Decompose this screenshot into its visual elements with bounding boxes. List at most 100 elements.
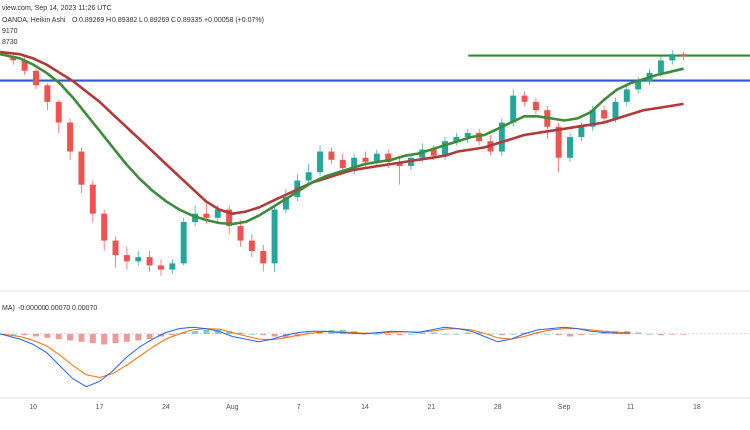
candle-body: [510, 95, 517, 123]
header-low-label: L: [139, 17, 143, 24]
macd-signal-value: 0.00070: [72, 305, 97, 312]
macd-histogram-bar: [33, 333, 39, 337]
x-tick-label: 7: [297, 404, 301, 411]
macd-histogram-bar: [521, 332, 528, 334]
time-axis[interactable]: 10 17 24 Aug 7 14 21 28 Sep 11 18: [29, 404, 701, 411]
candle-body: [248, 240, 255, 251]
candle-body: [498, 122, 505, 152]
macd-signal-line: [0, 328, 631, 378]
x-tick-label: 17: [96, 404, 104, 411]
candle-body: [328, 151, 335, 160]
candle-body: [339, 159, 346, 169]
price-pane: [0, 50, 750, 276]
macd-histogram-bar: [112, 333, 119, 344]
candle-body: [521, 95, 528, 102]
candle-body: [282, 197, 289, 210]
macd-histogram-bar: [67, 333, 74, 341]
macd-histogram-bar: [453, 333, 460, 335]
candle-body: [78, 151, 85, 185]
candle-body: [89, 184, 96, 214]
candle-body: [135, 257, 142, 262]
macd-histogram-bar: [135, 333, 142, 341]
macd-histogram-bar: [396, 333, 403, 336]
candle-body: [55, 101, 62, 123]
candle-body: [532, 101, 539, 111]
macd-histogram-bar: [476, 332, 483, 334]
header-instrument-text: OANDA, Heikin Ashi: [2, 17, 66, 24]
candle-body: [623, 89, 630, 102]
macd-histogram-bar: [578, 333, 585, 336]
x-tick-label: 10: [29, 404, 37, 411]
header-close-label: C: [171, 17, 176, 24]
header-open-value: 0.89269: [79, 17, 104, 24]
macd-histogram-bar: [214, 329, 221, 334]
candle-body: [101, 213, 108, 241]
macd-histogram-bar: [248, 333, 255, 335]
header-open-label: O: [72, 17, 78, 24]
candle-body: [453, 137, 460, 142]
macd-histogram-bar: [589, 333, 596, 335]
candle-body: [10, 56, 17, 61]
macd-histogram-bar: [567, 333, 573, 337]
macd-histogram-bar: [226, 331, 233, 334]
candle-body: [657, 60, 664, 73]
candle-body: [44, 85, 51, 102]
macd-histogram-bar: [555, 333, 562, 336]
macd-histogram-bar: [169, 333, 176, 336]
macd-histogram-bar: [385, 333, 392, 336]
candle-body: [157, 265, 164, 270]
x-tick-label: 18: [693, 404, 701, 411]
macd-line: [0, 326, 631, 388]
candle-body: [635, 81, 642, 90]
macd-histogram-bar: [78, 333, 85, 342]
candle-body: [464, 132, 471, 138]
header-high-label: H: [106, 17, 111, 24]
candle-body: [180, 221, 187, 264]
x-tick-label: 28: [494, 404, 502, 411]
candle-body: [589, 110, 596, 127]
header-ma-fast-value: 9170: [2, 28, 18, 35]
macd-histogram-bar: [657, 333, 664, 336]
ma-fast-line: [0, 52, 684, 226]
candle-body: [226, 209, 233, 227]
macd-histogram-value: -0.00000: [18, 305, 46, 312]
candle-body: [169, 263, 176, 270]
macd-histogram-bar: [510, 333, 517, 335]
candle-body: [385, 153, 392, 162]
header-close-value: 0.89335: [177, 17, 202, 24]
candle-body: [203, 213, 210, 218]
macd-histogram-bar: [271, 333, 278, 337]
candle-body: [317, 151, 324, 173]
macd-histogram-bar: [373, 333, 380, 335]
macd-histogram-bar: [203, 329, 210, 334]
macd-histogram-bar: [10, 333, 17, 335]
x-tick-label: 14: [361, 404, 369, 411]
macd-histogram-bar: [601, 332, 608, 334]
macd-histogram-bar: [430, 332, 437, 334]
candle-body: [260, 250, 267, 264]
macd-histogram-bar: [419, 332, 426, 334]
candle-body: [305, 172, 312, 181]
macd-histogram-bar: [487, 333, 494, 335]
candle-body: [123, 255, 130, 262]
candle-body: [112, 240, 119, 256]
macd-histogram-bar: [55, 333, 62, 340]
candle-body: [373, 153, 380, 162]
candle-body: [601, 110, 608, 119]
header-change-value: +0.00058 (+0.07%): [204, 17, 264, 24]
macd-histogram-bar: [21, 333, 28, 336]
macd-histogram-bar: [669, 333, 676, 335]
candle-body: [237, 226, 244, 241]
candle-body: [669, 54, 676, 61]
macd-histogram-bar: [498, 333, 505, 336]
candle-body: [567, 137, 573, 158]
macd-histogram-bar: [646, 333, 653, 335]
macd-histogram-bar: [407, 333, 414, 335]
candle-body: [680, 54, 687, 57]
candle-body: [271, 209, 278, 264]
macd-histogram-bar: [89, 333, 96, 344]
candle-body: [578, 126, 585, 138]
macd-histogram-bar: [680, 333, 687, 335]
